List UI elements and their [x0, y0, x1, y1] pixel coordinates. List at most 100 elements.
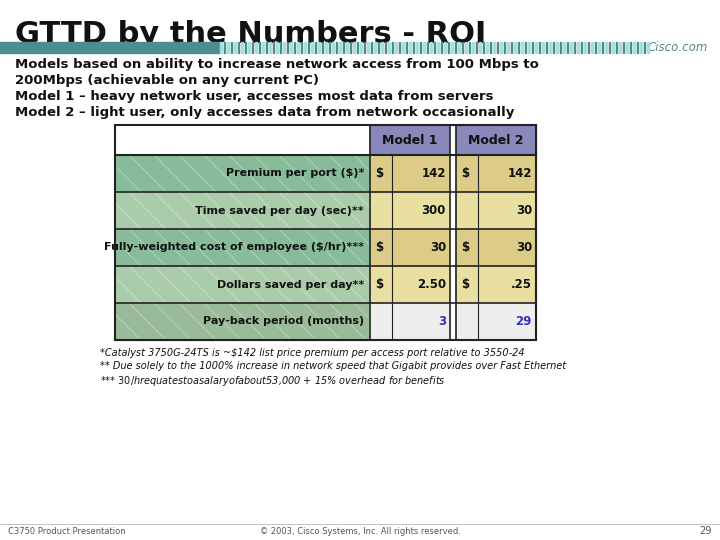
- Bar: [416, 42, 418, 53]
- Bar: [591, 42, 593, 53]
- Bar: [623, 42, 624, 53]
- Bar: [370, 229, 450, 266]
- Bar: [381, 42, 383, 53]
- Bar: [521, 42, 523, 53]
- Text: 29: 29: [516, 315, 532, 328]
- Text: Model 1: Model 1: [382, 133, 438, 146]
- Bar: [448, 42, 449, 53]
- Text: 3: 3: [438, 315, 446, 328]
- Bar: [336, 42, 337, 53]
- Bar: [493, 42, 495, 53]
- Text: 29: 29: [700, 526, 712, 536]
- Text: .25: .25: [511, 278, 532, 291]
- Bar: [605, 42, 607, 53]
- Text: Models based on ability to increase network access from 100 Mbps to: Models based on ability to increase netw…: [15, 58, 539, 71]
- Text: Time saved per day (sec)**: Time saved per day (sec)**: [195, 206, 364, 215]
- Bar: [595, 42, 596, 53]
- Bar: [297, 42, 299, 53]
- Bar: [507, 42, 509, 53]
- Bar: [465, 42, 467, 53]
- Bar: [115, 155, 370, 192]
- Bar: [311, 42, 312, 53]
- Bar: [559, 42, 562, 53]
- Bar: [475, 42, 477, 53]
- Bar: [472, 42, 474, 53]
- Bar: [580, 42, 582, 53]
- Text: $: $: [461, 278, 469, 291]
- Bar: [458, 42, 460, 53]
- Bar: [300, 42, 302, 53]
- Bar: [423, 42, 425, 53]
- Bar: [514, 42, 516, 53]
- Bar: [556, 42, 558, 53]
- Bar: [318, 42, 320, 53]
- Bar: [356, 42, 359, 53]
- Bar: [315, 42, 316, 53]
- Text: C3750 Product Presentation: C3750 Product Presentation: [8, 526, 125, 536]
- Bar: [377, 42, 379, 53]
- Bar: [588, 42, 589, 53]
- Bar: [456, 266, 536, 303]
- Bar: [115, 229, 370, 266]
- Bar: [640, 42, 642, 53]
- Bar: [398, 42, 400, 53]
- Bar: [601, 42, 603, 53]
- Bar: [384, 42, 387, 53]
- Text: $: $: [375, 278, 383, 291]
- Bar: [503, 42, 505, 53]
- Text: Pay-back period (months): Pay-back period (months): [203, 316, 364, 327]
- Bar: [0, 42, 220, 53]
- Bar: [644, 42, 645, 53]
- Bar: [395, 42, 397, 53]
- Bar: [402, 42, 404, 53]
- Bar: [262, 42, 264, 53]
- Bar: [287, 42, 288, 53]
- Bar: [328, 42, 330, 53]
- Bar: [370, 303, 450, 340]
- Text: 30: 30: [430, 241, 446, 254]
- Bar: [444, 42, 446, 53]
- Bar: [528, 42, 530, 53]
- Bar: [115, 125, 370, 155]
- Bar: [451, 42, 453, 53]
- Text: Premium per port ($)*: Premium per port ($)*: [225, 168, 364, 179]
- Bar: [629, 42, 631, 53]
- Bar: [486, 42, 488, 53]
- Bar: [450, 125, 456, 155]
- Bar: [563, 42, 564, 53]
- Bar: [227, 42, 229, 53]
- Bar: [574, 42, 575, 53]
- Bar: [276, 42, 278, 53]
- Bar: [626, 42, 628, 53]
- Text: 142: 142: [421, 167, 446, 180]
- Bar: [479, 42, 481, 53]
- Bar: [490, 42, 491, 53]
- Bar: [370, 266, 450, 303]
- Bar: [353, 42, 355, 53]
- Bar: [456, 303, 536, 340]
- Bar: [577, 42, 579, 53]
- Text: $: $: [375, 167, 383, 180]
- Bar: [542, 42, 544, 53]
- Bar: [510, 42, 513, 53]
- Bar: [367, 42, 369, 53]
- Text: Model 1 – heavy network user, accesses most data from servers: Model 1 – heavy network user, accesses m…: [15, 90, 493, 103]
- Bar: [251, 42, 253, 53]
- Bar: [266, 42, 267, 53]
- Bar: [388, 42, 390, 53]
- Bar: [450, 155, 456, 192]
- Bar: [409, 42, 411, 53]
- Bar: [518, 42, 519, 53]
- Bar: [456, 155, 536, 192]
- Bar: [450, 266, 456, 303]
- Bar: [370, 155, 450, 192]
- Bar: [234, 42, 236, 53]
- Bar: [325, 42, 327, 53]
- Text: $: $: [375, 241, 383, 254]
- Bar: [258, 42, 261, 53]
- Bar: [343, 42, 344, 53]
- Bar: [616, 42, 617, 53]
- Text: GTTD by the Numbers - ROI: GTTD by the Numbers - ROI: [15, 20, 487, 49]
- Bar: [322, 42, 323, 53]
- Bar: [230, 42, 233, 53]
